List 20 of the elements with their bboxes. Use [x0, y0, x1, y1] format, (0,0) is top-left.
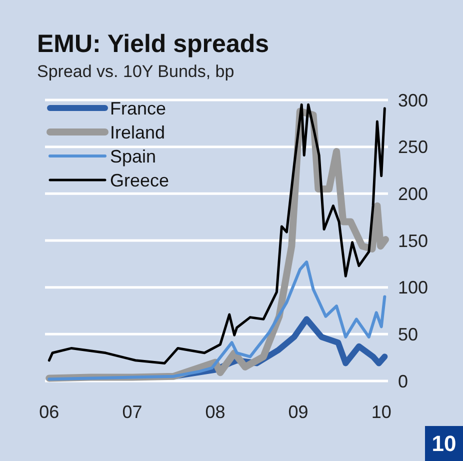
line-series [48, 260, 386, 381]
y-tick-label: 300 [398, 90, 428, 110]
y-tick-label: 250 [398, 137, 428, 158]
legend-label: Greece [110, 170, 170, 190]
chart-title: EMU: Yield spreads [37, 30, 270, 58]
x-tick-label: 09 [288, 402, 308, 422]
y-tick-label: 100 [398, 278, 428, 298]
legend-label: Ireland [110, 122, 166, 142]
y-tick-label: 200 [398, 184, 428, 204]
legend-label: Spain [110, 146, 156, 166]
legend-label: France [110, 98, 166, 118]
y-tick-label: 50 [398, 324, 418, 344]
x-tick-label: 08 [205, 402, 226, 422]
y-tick-label: 0 [398, 371, 408, 392]
x-tick-label: 07 [122, 402, 142, 422]
text: 10 [432, 431, 456, 456]
y-tick-label: 150 [398, 230, 428, 251]
chart-subtitle: Spread vs. 10Y Bunds, bp [37, 62, 234, 81]
x-tick-label: 10 [371, 402, 392, 422]
x-tick-label: 06 [39, 402, 60, 422]
